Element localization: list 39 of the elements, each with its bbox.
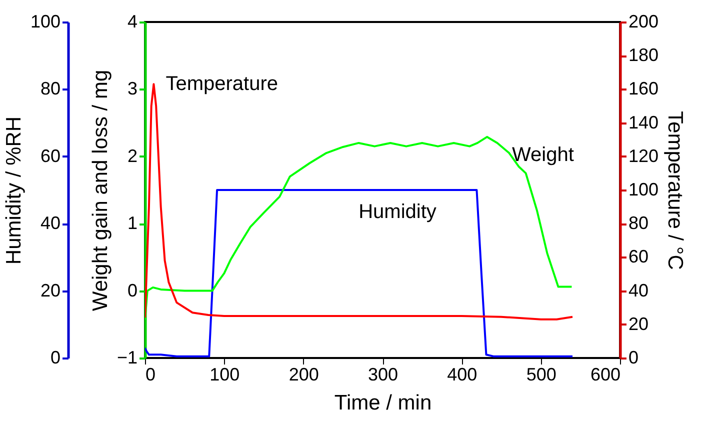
y-axis-title: Weight gain and loss / mg — [88, 70, 112, 312]
y3-tick-label: 40 — [40, 213, 60, 234]
y2-tick-label: 160 — [628, 78, 659, 99]
series-label: Weight — [512, 144, 574, 166]
y2-tick-label: 80 — [628, 213, 649, 234]
y2-tick-label: 40 — [628, 280, 649, 300]
series-label: Humidity — [358, 201, 436, 223]
x-tick-label: 300 — [368, 364, 398, 384]
y3-axis-title: Humidity / %RH — [2, 116, 26, 265]
y-tick-label: 0 — [127, 280, 138, 300]
x-axis-title: Time / min — [334, 392, 432, 414]
y-tick-label: 1 — [127, 213, 138, 234]
y3-tick-label: 60 — [40, 146, 60, 166]
y2-tick-label: 0 — [628, 348, 639, 368]
y2-tick-label: 140 — [628, 112, 659, 132]
x-tick-label: 0 — [146, 364, 156, 384]
x-tick-label: 500 — [526, 364, 556, 384]
y3-tick-label: 0 — [50, 348, 60, 368]
y-tick-label: −1 — [116, 348, 138, 368]
y-tick-label: 4 — [127, 12, 138, 32]
x-tick-label: 600 — [590, 364, 620, 384]
y2-tick-label: 180 — [628, 45, 659, 66]
y2-tick-label: 20 — [628, 314, 649, 334]
x-tick-label: 200 — [288, 364, 319, 384]
y-tick-label: 2 — [127, 146, 138, 166]
y2-tick-label: 100 — [628, 180, 659, 200]
y2-tick-label: 200 — [628, 12, 659, 32]
y3-tick-label: 100 — [30, 12, 60, 32]
line-series — [145, 136, 573, 321]
y3-tick-label: 20 — [40, 280, 60, 300]
y2-tick-label: 120 — [628, 146, 659, 166]
y2-axis-title: Temperature / °C — [664, 111, 687, 270]
y3-tick-label: 80 — [40, 78, 60, 99]
y2-tick-label: 60 — [628, 246, 649, 267]
y-tick-label: 3 — [127, 78, 138, 99]
x-tick-label: 400 — [447, 364, 478, 384]
line-series — [145, 189, 574, 358]
series-label: Temperature — [166, 73, 278, 96]
x-tick-label: 100 — [210, 364, 240, 384]
